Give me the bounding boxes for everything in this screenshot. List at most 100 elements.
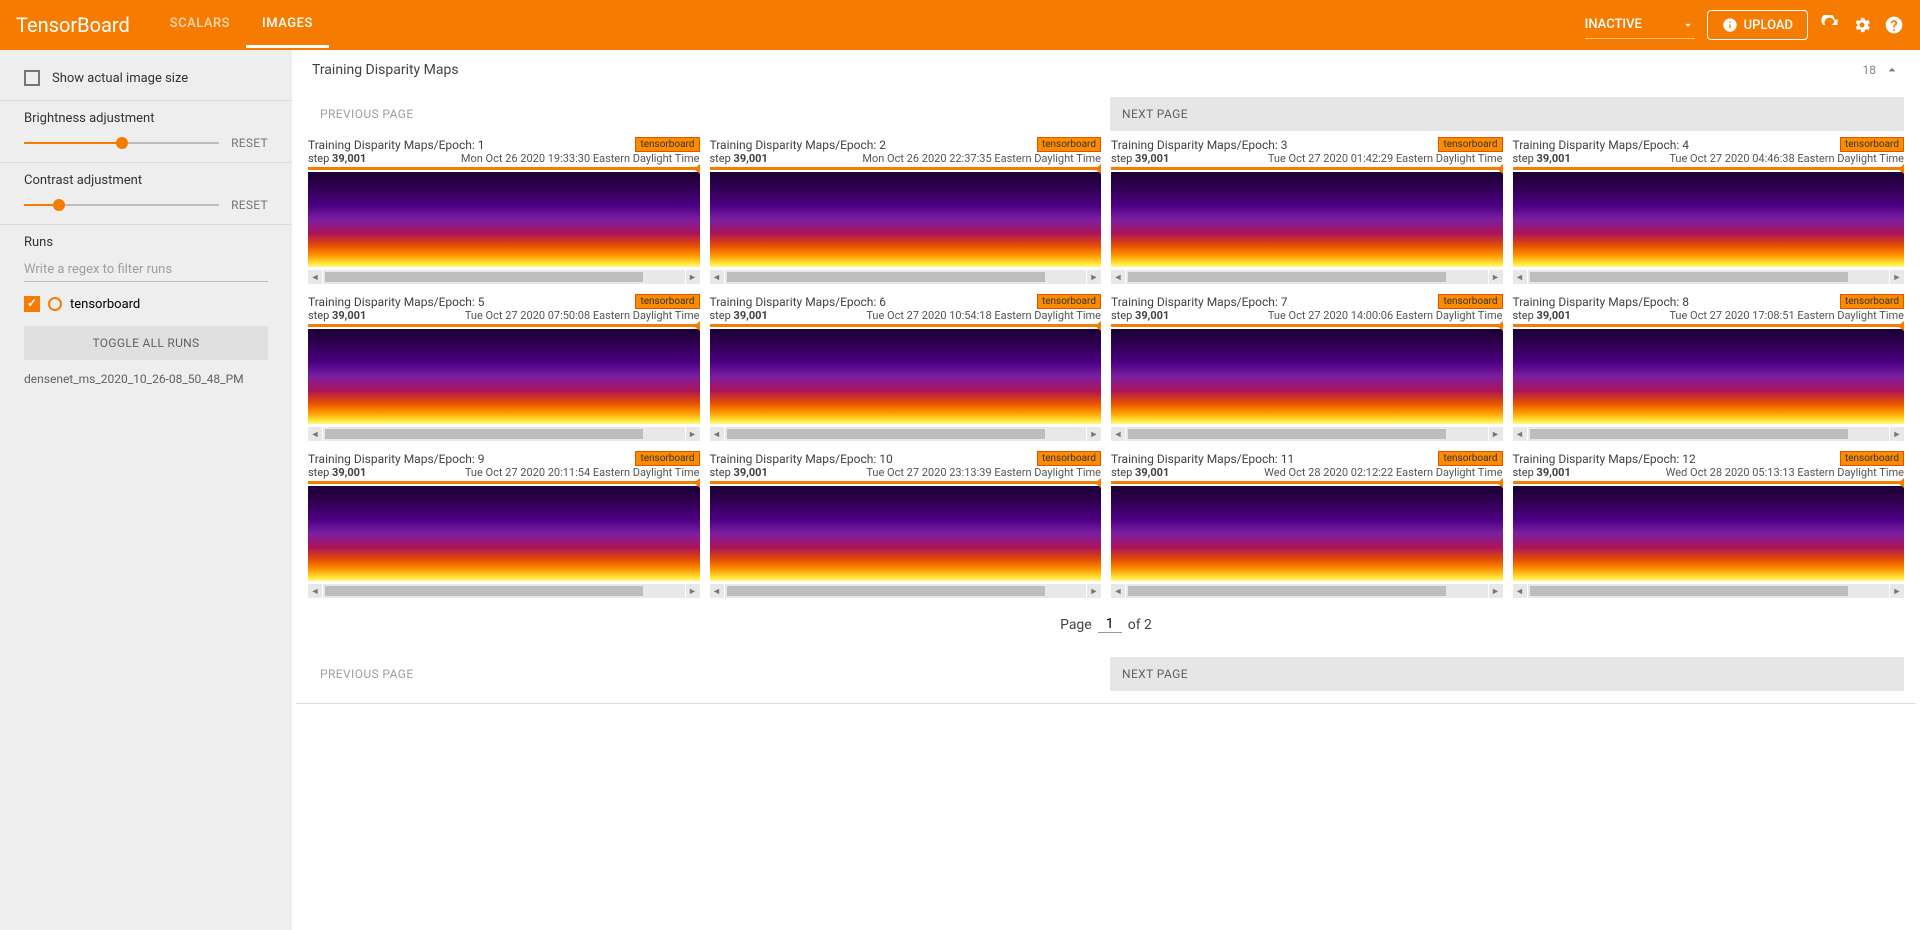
previous-page-button[interactable]: PREVIOUS PAGE [308,97,1102,131]
runs-filter-input[interactable] [24,258,268,282]
step-slider[interactable] [1513,167,1905,170]
show-actual-size-checkbox[interactable] [24,70,40,86]
step-slider[interactable] [1111,324,1503,327]
scroll-right-icon[interactable]: ► [1087,270,1101,284]
timestamp: Tue Oct 27 2020 14:00:06 Eastern Dayligh… [1268,309,1503,322]
scroll-right-icon[interactable]: ► [1489,270,1503,284]
disparity-image[interactable] [308,172,700,267]
tab-images[interactable]: IMAGES [246,2,329,48]
image-scrollbar[interactable]: ◄► [308,270,700,284]
image-scrollbar[interactable]: ◄► [710,584,1102,598]
disparity-image[interactable] [1513,329,1905,424]
contrast-reset[interactable]: RESET [231,198,268,212]
scroll-left-icon[interactable]: ◄ [1513,584,1527,598]
card-title: Training Disparity Maps/Epoch: 7 [1111,295,1438,309]
step-label: step 39,001 [1111,309,1169,322]
card-title: Training Disparity Maps/Epoch: 8 [1513,295,1840,309]
disparity-image[interactable] [308,329,700,424]
scroll-left-icon[interactable]: ◄ [308,427,322,441]
show-actual-size-row[interactable]: Show actual image size [0,62,292,94]
image-scrollbar[interactable]: ◄► [710,270,1102,284]
run-tag: tensorboard [635,451,699,466]
scroll-right-icon[interactable]: ► [686,427,700,441]
disparity-image[interactable] [308,486,700,581]
run-radio[interactable] [48,297,62,311]
step-label: step 39,001 [308,309,366,322]
step-label: step 39,001 [710,466,768,479]
run-item[interactable]: tensorboard [0,290,292,318]
brightness-reset[interactable]: RESET [231,136,268,150]
disparity-image[interactable] [1513,486,1905,581]
gear-icon[interactable] [1852,15,1872,35]
scroll-left-icon[interactable]: ◄ [1111,584,1125,598]
image-scrollbar[interactable]: ◄► [710,427,1102,441]
scroll-right-icon[interactable]: ► [686,584,700,598]
run-checkbox[interactable] [24,296,40,312]
step-slider[interactable] [308,481,700,484]
disparity-image[interactable] [710,329,1102,424]
step-slider[interactable] [1111,481,1503,484]
disparity-image[interactable] [710,486,1102,581]
card-title: Training Disparity Maps/Epoch: 10 [710,452,1037,466]
scroll-right-icon[interactable]: ► [1890,270,1904,284]
image-scrollbar[interactable]: ◄► [308,427,700,441]
scroll-left-icon[interactable]: ◄ [1513,427,1527,441]
scroll-right-icon[interactable]: ► [686,270,700,284]
scroll-left-icon[interactable]: ◄ [710,584,724,598]
step-slider[interactable] [308,167,700,170]
help-icon[interactable] [1884,15,1904,35]
tab-scalars[interactable]: SCALARS [154,2,246,48]
disparity-image[interactable] [710,172,1102,267]
scroll-right-icon[interactable]: ► [1087,427,1101,441]
step-slider[interactable] [710,481,1102,484]
image-scrollbar[interactable]: ◄► [1513,270,1905,284]
upload-button[interactable]: UPLOAD [1707,10,1808,40]
scroll-right-icon[interactable]: ► [1890,427,1904,441]
scroll-left-icon[interactable]: ◄ [308,270,322,284]
step-label: step 39,001 [1513,152,1571,165]
timestamp: Tue Oct 27 2020 04:46:38 Eastern Dayligh… [1669,152,1904,165]
inactive-selector[interactable]: INACTIVE [1585,11,1695,39]
image-scrollbar[interactable]: ◄► [308,584,700,598]
disparity-image[interactable] [1111,329,1503,424]
step-slider[interactable] [1513,481,1905,484]
chevron-up-icon[interactable] [1884,62,1900,78]
step-slider[interactable] [1513,324,1905,327]
image-scrollbar[interactable]: ◄► [1111,584,1503,598]
disparity-image[interactable] [1111,486,1503,581]
panel-header[interactable]: Training Disparity Maps 18 [296,50,1916,91]
next-page-button[interactable]: NEXT PAGE [1110,97,1904,131]
scroll-left-icon[interactable]: ◄ [710,427,724,441]
image-scrollbar[interactable]: ◄► [1111,427,1503,441]
step-slider[interactable] [710,167,1102,170]
scroll-left-icon[interactable]: ◄ [710,270,724,284]
previous-page-button[interactable]: PREVIOUS PAGE [308,657,1102,691]
contrast-slider[interactable] [24,204,219,206]
scroll-right-icon[interactable]: ► [1489,584,1503,598]
brightness-slider[interactable] [24,142,219,144]
scroll-left-icon[interactable]: ◄ [308,584,322,598]
scroll-right-icon[interactable]: ► [1087,584,1101,598]
run-tag: tensorboard [635,137,699,152]
divider [296,703,1916,704]
image-scrollbar[interactable]: ◄► [1513,427,1905,441]
disparity-image[interactable] [1513,172,1905,267]
page-input[interactable] [1098,616,1122,633]
scroll-left-icon[interactable]: ◄ [1111,270,1125,284]
image-scrollbar[interactable]: ◄► [1111,270,1503,284]
scroll-left-icon[interactable]: ◄ [1111,427,1125,441]
toggle-all-runs-button[interactable]: TOGGLE ALL RUNS [24,326,268,360]
step-slider[interactable] [710,324,1102,327]
refresh-icon[interactable] [1820,15,1840,35]
scroll-right-icon[interactable]: ► [1890,584,1904,598]
dropdown-arrow-icon [1681,18,1695,32]
show-actual-size-label: Show actual image size [52,71,188,86]
run-tag: tensorboard [1037,451,1101,466]
image-scrollbar[interactable]: ◄► [1513,584,1905,598]
step-slider[interactable] [1111,167,1503,170]
disparity-image[interactable] [1111,172,1503,267]
scroll-right-icon[interactable]: ► [1489,427,1503,441]
step-slider[interactable] [308,324,700,327]
next-page-button[interactable]: NEXT PAGE [1110,657,1904,691]
scroll-left-icon[interactable]: ◄ [1513,270,1527,284]
